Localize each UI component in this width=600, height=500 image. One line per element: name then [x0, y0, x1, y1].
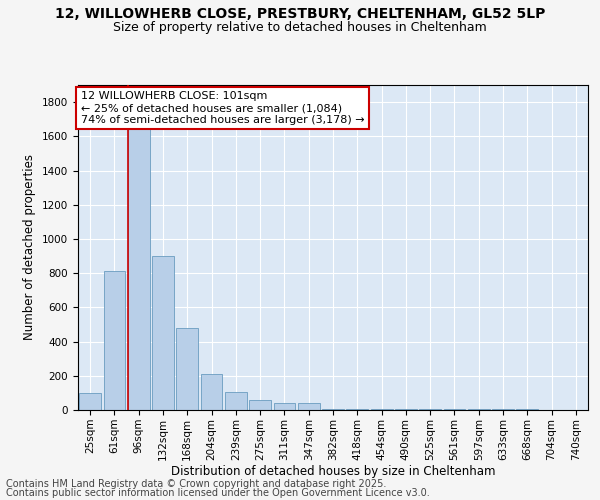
- Bar: [249, 400, 271, 410]
- Bar: [298, 403, 320, 410]
- Bar: [492, 409, 514, 410]
- Text: Size of property relative to detached houses in Cheltenham: Size of property relative to detached ho…: [113, 21, 487, 34]
- Bar: [468, 409, 490, 410]
- Bar: [346, 409, 368, 410]
- Bar: [371, 409, 392, 410]
- Bar: [176, 328, 198, 410]
- Bar: [419, 409, 441, 410]
- Bar: [104, 272, 125, 410]
- Bar: [152, 256, 174, 410]
- Bar: [225, 392, 247, 410]
- X-axis label: Distribution of detached houses by size in Cheltenham: Distribution of detached houses by size …: [171, 466, 495, 478]
- Bar: [395, 409, 417, 410]
- Bar: [200, 374, 223, 410]
- Text: 12 WILLOWHERB CLOSE: 101sqm
← 25% of detached houses are smaller (1,084)
74% of : 12 WILLOWHERB CLOSE: 101sqm ← 25% of det…: [80, 92, 364, 124]
- Bar: [443, 409, 466, 410]
- Bar: [322, 409, 344, 410]
- Text: Contains HM Land Registry data © Crown copyright and database right 2025.: Contains HM Land Registry data © Crown c…: [6, 479, 386, 489]
- Bar: [128, 126, 149, 410]
- Text: Contains public sector information licensed under the Open Government Licence v3: Contains public sector information licen…: [6, 488, 430, 498]
- Bar: [517, 409, 538, 410]
- Bar: [274, 403, 295, 410]
- Y-axis label: Number of detached properties: Number of detached properties: [23, 154, 37, 340]
- Text: 12, WILLOWHERB CLOSE, PRESTBURY, CHELTENHAM, GL52 5LP: 12, WILLOWHERB CLOSE, PRESTBURY, CHELTEN…: [55, 8, 545, 22]
- Bar: [79, 393, 101, 410]
